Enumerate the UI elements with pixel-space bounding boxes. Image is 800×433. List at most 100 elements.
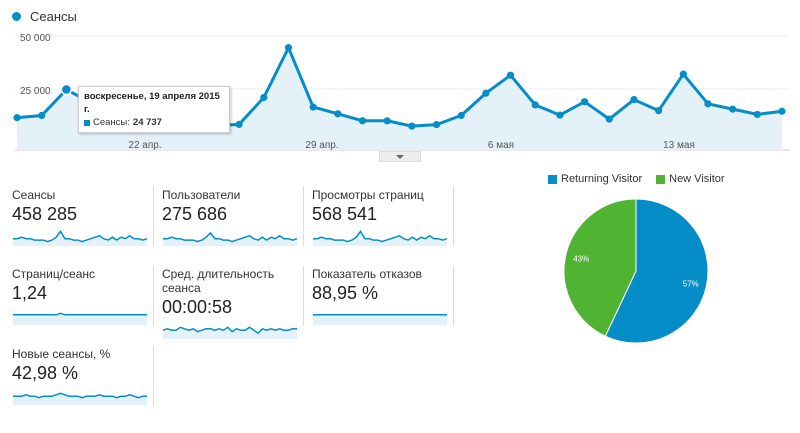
data-point[interactable] xyxy=(580,98,589,106)
tooltip-row: Сеансы: 24 737 xyxy=(84,116,224,129)
sparkline-line xyxy=(313,230,448,243)
data-point[interactable] xyxy=(778,107,786,115)
data-point[interactable] xyxy=(753,110,761,119)
data-point[interactable] xyxy=(309,103,317,111)
main-chart-legend[interactable]: Сеансы xyxy=(12,9,77,24)
metric-value: 568 541 xyxy=(312,204,378,224)
sparkline xyxy=(13,230,148,246)
sparkline xyxy=(313,314,447,325)
data-point[interactable] xyxy=(506,71,515,79)
divider xyxy=(303,186,304,246)
metric-label: Пользователи xyxy=(162,188,241,202)
series-label: Сеансы xyxy=(30,9,77,24)
legend-item-new[interactable]: New Visitor xyxy=(656,173,725,185)
metric-label: Показатель отказов xyxy=(312,267,422,281)
data-point[interactable] xyxy=(729,105,737,113)
metric-label: Страниц/сеанс xyxy=(12,267,96,281)
data-point[interactable] xyxy=(556,111,564,119)
pie-slice[interactable] xyxy=(563,198,637,337)
metric-avg-session-duration[interactable]: Сред. длительность сеанса 00:00:58 xyxy=(162,267,302,339)
tooltip-series-label: Сеансы: xyxy=(93,117,130,128)
data-point[interactable] xyxy=(358,117,367,125)
data-point[interactable] xyxy=(432,121,441,129)
sparkline xyxy=(163,231,298,246)
sparkline-line xyxy=(163,231,298,243)
sessions-line-chart[interactable]: 50 000 25 000 22 апр. 29 апр. 6 мая 13 м… xyxy=(0,0,800,160)
data-point[interactable] xyxy=(334,110,342,118)
chevron-down-icon xyxy=(396,154,404,159)
metric-label: Сеансы xyxy=(12,188,56,202)
sparkline-area xyxy=(313,231,447,246)
sparkline-line xyxy=(13,230,148,243)
sparkline-area xyxy=(163,327,297,339)
divider xyxy=(153,186,154,246)
data-point[interactable] xyxy=(457,111,465,120)
divider xyxy=(453,186,454,246)
divider xyxy=(153,346,154,406)
data-point[interactable] xyxy=(704,100,712,108)
data-point[interactable] xyxy=(679,70,687,78)
metric-label: Сред. длительность сеанса xyxy=(162,267,275,295)
data-point[interactable] xyxy=(482,89,490,97)
chart-tooltip: воскресенье, 19 апреля 2015 г. Сеансы: 2… xyxy=(78,86,230,133)
sparkline xyxy=(13,312,147,325)
y-tick-label: 25 000 xyxy=(20,86,51,97)
metric-sessions[interactable]: Сеансы 458 285 xyxy=(12,188,152,246)
metric-value: 275 686 xyxy=(162,204,228,224)
metric-users[interactable]: Пользователи 275 686 xyxy=(162,188,302,246)
metric-value: 1,24 xyxy=(12,283,48,303)
data-point[interactable] xyxy=(235,120,243,129)
pie-legend: Returning Visitor New Visitor xyxy=(548,173,739,185)
data-point[interactable] xyxy=(408,122,416,130)
legend-label: Returning Visitor xyxy=(561,173,643,185)
sparkline xyxy=(313,230,448,246)
divider xyxy=(453,266,454,326)
data-point[interactable] xyxy=(38,111,46,120)
metric-pageviews[interactable]: Просмотры страниц 568 541 xyxy=(312,188,452,246)
metric-bounce-rate[interactable]: Показатель отказов 88,95 % xyxy=(312,267,452,325)
legend-swatch-icon xyxy=(548,174,557,184)
x-tick-label: 29 апр. xyxy=(305,140,338,151)
series-square-icon xyxy=(84,119,90,126)
sparkline-line xyxy=(162,326,297,335)
pie-slice-label: 57% xyxy=(683,279,699,288)
metric-pages-per-session[interactable]: Страниц/сеанс 1,24 xyxy=(12,267,152,325)
y-tick-label: 50 000 xyxy=(20,33,51,44)
metric-value: 88,95 % xyxy=(312,283,379,303)
sparkline-area xyxy=(13,313,147,325)
metric-label: Просмотры страниц xyxy=(312,188,424,202)
metric-new-sessions[interactable]: Новые сеансы, % 42,98 % xyxy=(12,347,152,405)
x-tick-label: 6 мая xyxy=(488,140,514,151)
data-point[interactable] xyxy=(655,107,663,115)
divider xyxy=(303,266,304,326)
legend-label: New Visitor xyxy=(669,173,725,185)
pie-slice[interactable] xyxy=(604,198,709,344)
divider xyxy=(153,266,154,326)
data-point[interactable] xyxy=(13,114,21,122)
sparkline-line xyxy=(13,392,147,399)
data-point[interactable] xyxy=(630,96,638,104)
metric-value: 42,98 % xyxy=(12,363,79,383)
visitor-type-pie-chart[interactable]: 57% 43% xyxy=(560,198,712,344)
sparkline-area xyxy=(13,231,147,246)
data-point[interactable] xyxy=(260,93,268,102)
metric-value: 458 285 xyxy=(12,204,78,224)
pie-slice-label: 43% xyxy=(573,255,589,264)
sparkline-area xyxy=(163,232,297,246)
data-point[interactable] xyxy=(284,44,293,52)
data-point[interactable] xyxy=(383,117,391,125)
data-point[interactable] xyxy=(60,83,73,96)
series-dot-icon xyxy=(12,12,21,21)
metric-value: 00:00:58 xyxy=(162,297,233,317)
data-point[interactable] xyxy=(531,101,539,109)
tooltip-date: воскресенье, 19 апреля 2015 г. xyxy=(84,91,220,115)
sparkline-line xyxy=(13,312,147,316)
sessions-area xyxy=(17,47,782,151)
x-tick-label: 22 апр. xyxy=(128,140,161,151)
expand-chart-button[interactable] xyxy=(379,151,421,162)
tooltip-value: 24 737 xyxy=(132,117,162,128)
legend-item-returning[interactable]: Returning Visitor xyxy=(548,173,642,185)
legend-swatch-icon xyxy=(656,174,666,184)
x-tick-label: 13 мая xyxy=(663,140,695,151)
data-point[interactable] xyxy=(605,115,613,123)
